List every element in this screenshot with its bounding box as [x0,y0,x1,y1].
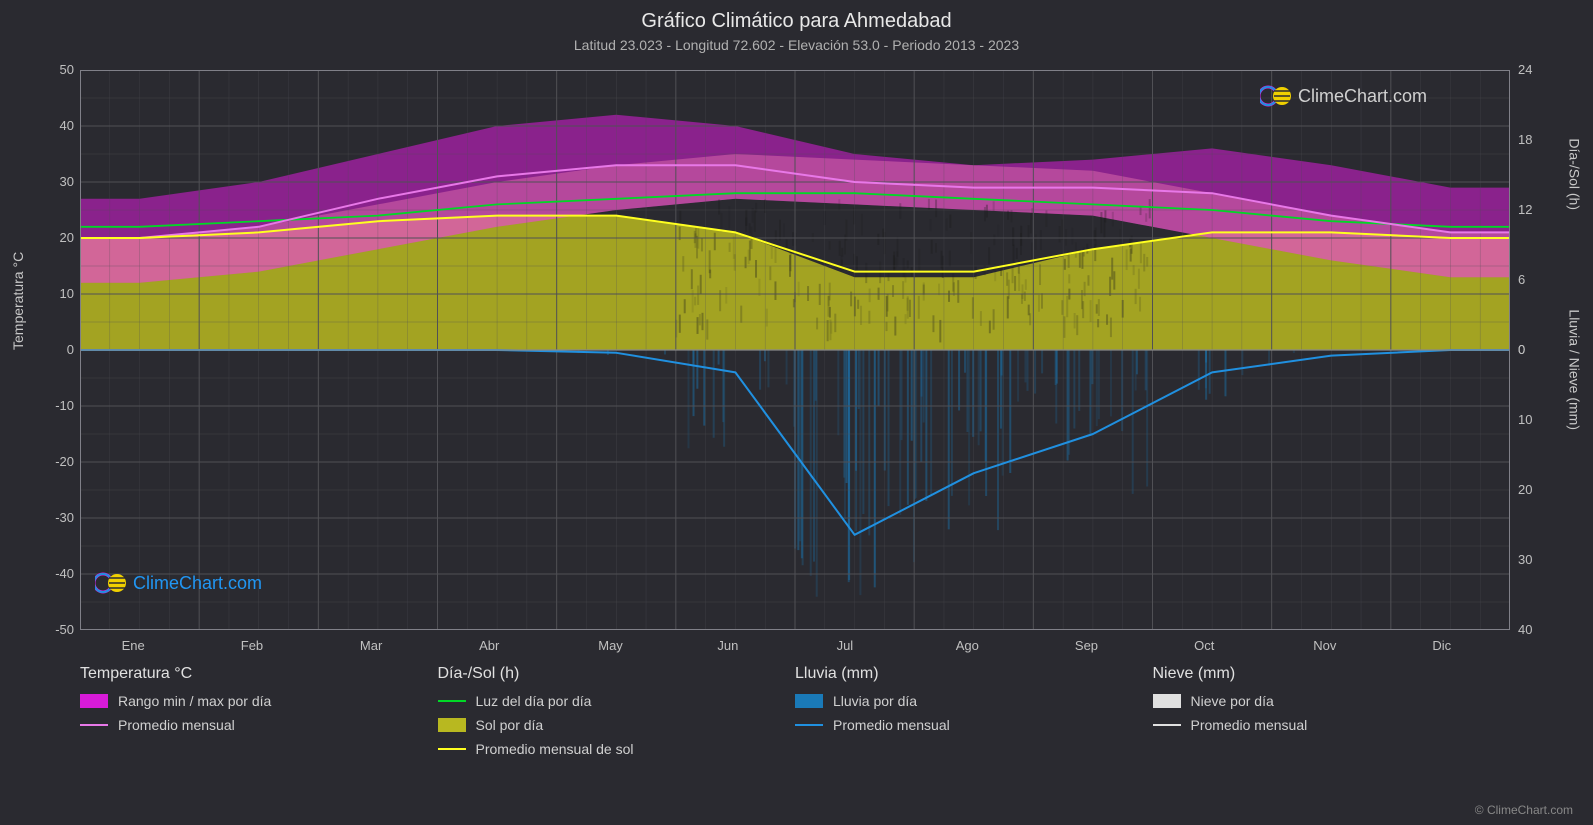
legend-item-snow-day[interactable]: Nieve por día [1153,693,1511,709]
swatch-rain-day [795,694,823,708]
brand-logo-top: ClimeChart.com [1260,85,1427,107]
right-tick: 6 [1518,272,1525,287]
swatch-rain-avg [795,724,823,726]
x-tick: Mar [360,638,382,653]
right-tick: 12 [1518,202,1532,217]
legend-item-sun[interactable]: Sol por día [438,717,796,733]
left-tick: 30 [34,174,74,189]
brand-text: ClimeChart.com [133,573,262,594]
x-tick: Feb [241,638,263,653]
swatch-sun [438,718,466,732]
left-tick: -50 [34,622,74,637]
right-tick: 0 [1518,342,1525,357]
chart-container: Gráfico Climático para Ahmedabad Latitud… [0,0,1593,825]
legend-header-snow: Nieve (mm) [1153,665,1511,683]
plot-area [80,70,1510,630]
left-tick: 20 [34,230,74,245]
legend-item-temp-range[interactable]: Rango min / max por día [80,693,438,709]
swatch-snow-day [1153,694,1181,708]
right-tick: 10 [1518,412,1532,427]
x-tick: Abr [479,638,499,653]
right-tick: 40 [1518,622,1532,637]
brand-text: ClimeChart.com [1298,86,1427,107]
legend-header-rain: Lluvia (mm) [795,665,1153,683]
x-tick: May [598,638,623,653]
legend-col-rain: Lluvia (mm) Lluvia por día Promedio mens… [795,665,1153,765]
plot-svg [80,70,1510,630]
swatch-snow-avg [1153,724,1181,726]
chart-subtitle: Latitud 23.023 - Longitud 72.602 - Eleva… [0,33,1593,53]
swatch-daylight [438,700,466,702]
legend-item-daylight[interactable]: Luz del día por día [438,693,796,709]
y-axis-right-bottom-label: Lluvia / Nieve (mm) [1567,309,1583,430]
left-tick: 0 [34,342,74,357]
x-tick: Sep [1075,638,1098,653]
x-tick: Oct [1194,638,1214,653]
chart-title: Gráfico Climático para Ahmedabad [0,0,1593,33]
left-tick: 40 [34,118,74,133]
legend-item-snow-avg[interactable]: Promedio mensual [1153,717,1511,733]
legend-col-temp: Temperatura °C Rango min / max por día P… [80,665,438,765]
copyright: © ClimeChart.com [1475,803,1573,817]
legend-header-day: Día-/Sol (h) [438,665,796,683]
x-tick: Nov [1313,638,1336,653]
legend-header-temp: Temperatura °C [80,665,438,683]
left-tick: -30 [34,510,74,525]
right-tick: 18 [1518,132,1532,147]
left-tick: -20 [34,454,74,469]
x-tick: Jul [837,638,854,653]
legend-item-rain-avg[interactable]: Promedio mensual [795,717,1153,733]
legend-item-temp-avg[interactable]: Promedio mensual [80,717,438,733]
right-tick: 24 [1518,62,1532,77]
legend-item-sun-avg[interactable]: Promedio mensual de sol [438,741,796,757]
left-tick: -40 [34,566,74,581]
x-tick: Dic [1432,638,1451,653]
left-tick: -10 [34,398,74,413]
brand-icon [1260,85,1292,107]
y-axis-right-top-label: Día-/Sol (h) [1567,138,1583,210]
left-tick: 10 [34,286,74,301]
right-tick: 20 [1518,482,1532,497]
brand-icon [95,572,127,594]
x-tick: Ago [956,638,979,653]
swatch-temp-range [80,694,108,708]
swatch-temp-avg [80,724,108,726]
brand-logo-bottom: ClimeChart.com [95,572,262,594]
y-axis-left-label: Temperatura °C [10,252,26,350]
legend-col-snow: Nieve (mm) Nieve por día Promedio mensua… [1153,665,1511,765]
swatch-sun-avg [438,748,466,750]
legend-col-day: Día-/Sol (h) Luz del día por día Sol por… [438,665,796,765]
legend: Temperatura °C Rango min / max por día P… [80,665,1510,765]
legend-item-rain-day[interactable]: Lluvia por día [795,693,1153,709]
x-tick: Ene [122,638,145,653]
left-tick: 50 [34,62,74,77]
x-tick: Jun [717,638,738,653]
right-tick: 30 [1518,552,1532,567]
